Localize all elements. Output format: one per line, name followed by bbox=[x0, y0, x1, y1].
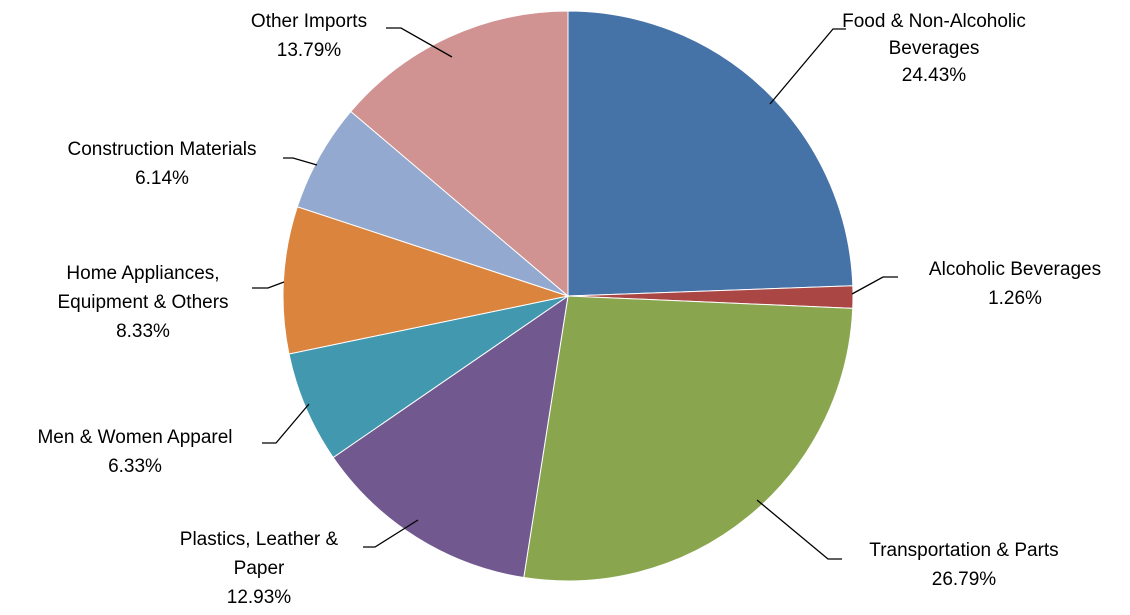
leader-line-food-non-alcoholic-beverages bbox=[769, 28, 846, 105]
slice-label-men-women-apparel: Men & Women Apparel 6.33% bbox=[37, 427, 232, 477]
leader-line-other-imports bbox=[386, 27, 453, 58]
leader-line-home-appliances-equipment-others bbox=[252, 281, 285, 289]
slice-name-label: Construction Materials bbox=[67, 139, 256, 160]
slice-name-label: Paper bbox=[234, 558, 285, 579]
slice-name-label: Alcoholic Beverages bbox=[929, 259, 1101, 280]
slice-percent-label: 13.79% bbox=[277, 40, 342, 61]
slice-label-alcoholic-beverages: Alcoholic Beverages 1.26% bbox=[929, 259, 1101, 309]
slice-percent-label: 1.26% bbox=[988, 288, 1042, 309]
slice-name-label: Food & Non-Alcoholic bbox=[842, 11, 1026, 32]
slice-label-other-imports: Other Imports 13.79% bbox=[251, 11, 367, 61]
slice-label-transportation-parts: Transportation & Parts 26.79% bbox=[869, 540, 1058, 590]
slice-percent-label: 6.33% bbox=[108, 456, 162, 477]
slice-percent-label: 26.79% bbox=[932, 569, 997, 590]
slice-name-label: Other Imports bbox=[251, 11, 367, 32]
slice-name-label: Plastics, Leather & bbox=[180, 529, 339, 550]
pie-slice-home-appliances-equipment-others bbox=[282, 206, 570, 355]
pie-slice-plastics-leather-paper bbox=[332, 294, 569, 579]
leader-line-transportation-parts bbox=[756, 499, 842, 560]
slice-name-label: Home Appliances, bbox=[66, 263, 219, 284]
slice-name-label: Men & Women Apparel bbox=[37, 427, 232, 448]
slice-percent-label: 24.43% bbox=[902, 65, 967, 86]
slice-label-plastics-leather-paper: Plastics, Leather & Paper 12.93% bbox=[180, 529, 339, 608]
slice-label-construction-materials: Construction Materials 6.14% bbox=[67, 139, 256, 189]
slice-percent-label: 12.93% bbox=[227, 587, 292, 608]
slice-name-label: Transportation & Parts bbox=[869, 540, 1058, 561]
leader-line-men-women-apparel bbox=[262, 403, 310, 444]
slice-name-label: Beverages bbox=[889, 38, 980, 59]
pie-slice-transportation-parts bbox=[523, 295, 854, 582]
slice-name-label: Equipment & Others bbox=[57, 292, 228, 313]
pie-slice-other-imports bbox=[350, 10, 569, 298]
pie-slices bbox=[282, 10, 854, 582]
leader-lines bbox=[252, 27, 898, 560]
slice-percent-label: 6.14% bbox=[135, 168, 189, 189]
leader-line-plastics-leather-paper bbox=[363, 519, 419, 548]
slice-percent-label: 8.33% bbox=[116, 321, 170, 342]
slice-labels: Food & Non-Alcoholic Beverages 24.43% Alcoh… bbox=[37, 11, 1101, 608]
pie-slice-food-non-alcoholic-beverages bbox=[567, 10, 854, 297]
slice-label-food-non-alcoholic-beverages: Food & Non-Alcoholic Beverages 24.43% bbox=[842, 11, 1026, 86]
leader-line-construction-materials bbox=[283, 157, 318, 166]
leader-line-alcoholic-beverages bbox=[851, 276, 898, 295]
slice-label-home-appliances-equipment-others: Home Appliances, Equipment & Others 8.33% bbox=[57, 263, 228, 342]
